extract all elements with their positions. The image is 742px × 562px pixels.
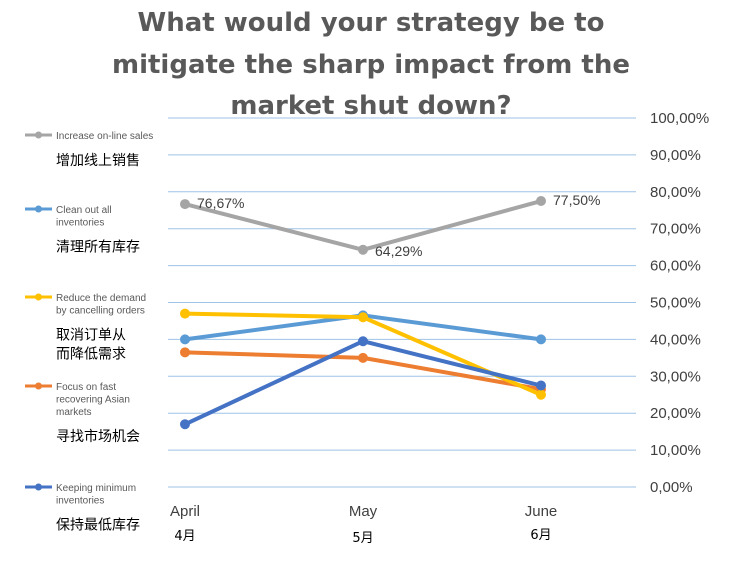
legend-label-en: markets <box>56 407 92 418</box>
legend-label-en: Increase on-line sales <box>56 131 153 142</box>
data-point <box>536 196 546 207</box>
legend-label-cn: 增加线上销售 <box>56 153 140 169</box>
legend-swatch-marker <box>35 205 42 213</box>
data-point <box>358 352 368 363</box>
legend-label-cn: 而降低需求 <box>56 347 126 363</box>
x-tick-label-cn: 4月 <box>174 529 195 544</box>
x-tick-label-cn: 5月 <box>352 531 373 546</box>
x-tick-label-cn: 6月 <box>530 528 551 543</box>
legend-label-cn: 保持最低库存 <box>56 518 140 534</box>
x-tick-label: May <box>349 503 378 520</box>
y-tick-label: 30,00% <box>650 368 701 385</box>
data-point <box>358 336 368 347</box>
data-point <box>180 347 190 358</box>
data-point <box>536 389 546 400</box>
legend-label-cn: 清理所有库存 <box>56 240 140 256</box>
data-label: 64,29% <box>375 243 422 259</box>
legend-label-en: Focus on fast <box>56 382 116 393</box>
data-point <box>180 419 190 430</box>
legend-label-en: inventories <box>56 496 104 507</box>
series-lines <box>180 196 546 430</box>
x-tick-label: June <box>525 503 558 520</box>
y-tick-label: 100,00% <box>650 110 709 127</box>
data-label: 76,67% <box>197 195 244 211</box>
data-label: 77,50% <box>553 192 600 208</box>
legend-swatch-marker <box>35 382 42 390</box>
chart-title-line: market shut down? <box>230 91 511 121</box>
legend-label-en: inventories <box>56 218 104 229</box>
y-tick-label: 10,00% <box>650 442 701 459</box>
legend-label-cn: 取消订单从 <box>56 328 126 344</box>
y-axis-tick-labels: 0,00% 10,00% 20,00% 30,00% 40,00% 50,00% 60,00… <box>650 110 709 496</box>
y-tick-label: 70,00% <box>650 221 701 238</box>
y-tick-label: 0,00% <box>650 479 693 496</box>
data-point <box>536 380 546 391</box>
gridlines <box>168 117 636 488</box>
y-tick-label: 60,00% <box>650 258 701 275</box>
x-tick-label: April <box>170 503 200 520</box>
x-axis-tick-labels: April 4月 May 5月 June 6月 <box>170 503 557 546</box>
legend-label-en: Keeping minimum <box>56 483 136 494</box>
legend-swatch-marker <box>35 483 42 491</box>
data-point <box>358 312 368 323</box>
legend-swatch-marker <box>35 293 42 301</box>
data-point <box>358 244 368 255</box>
y-tick-label: 80,00% <box>650 184 701 201</box>
data-point <box>180 334 190 345</box>
data-point <box>180 199 190 210</box>
legend-label-en: Reduce the demand <box>56 293 146 304</box>
y-tick-label: 90,00% <box>650 147 701 164</box>
data-point <box>536 334 546 345</box>
legend: Increase on-line sales 增加线上销售 Clean out al… <box>25 131 153 534</box>
data-labels: 76,67% 64,29% 77,50% <box>197 192 600 259</box>
legend-label-en: Clean out all <box>56 205 112 216</box>
legend-swatch-marker <box>35 131 42 139</box>
y-tick-label: 50,00% <box>650 295 701 312</box>
chart-title: What would your strategy be to mitigate t… <box>112 8 630 121</box>
legend-label-cn: 寻找市场机会 <box>56 428 140 445</box>
chart-title-line: mitigate the sharp impact from the <box>112 50 630 80</box>
data-point <box>180 308 190 319</box>
legend-label-en: by cancelling orders <box>56 306 145 317</box>
y-tick-label: 20,00% <box>650 405 701 422</box>
chart-title-line: What would your strategy be to <box>138 8 605 38</box>
y-tick-label: 40,00% <box>650 331 701 348</box>
legend-label-en: recovering Asian <box>56 395 130 406</box>
